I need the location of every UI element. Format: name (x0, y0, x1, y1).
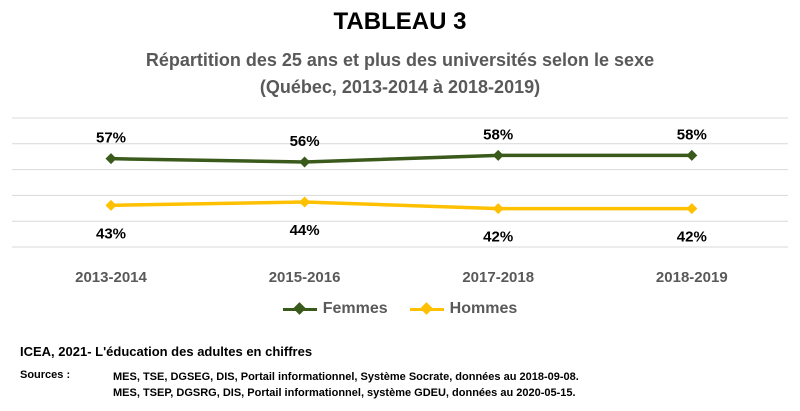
legend-label-femmes: Femmes (322, 300, 388, 317)
data-point-hommes (686, 203, 698, 215)
chart-subtitle-period: (Québec, 2013-2014 à 2018-2019) (259, 77, 541, 97)
source-line: MES, TSEP, DGSRG, DIS, Portail informati… (113, 387, 576, 399)
chart-title: TABLEAU 3 (333, 8, 467, 35)
chart-legend: Femmes Hommes (0, 300, 800, 318)
data-point-femmes (686, 149, 698, 161)
legend-marker-hommes (409, 302, 444, 315)
data-point-femmes (299, 156, 311, 168)
data-label-hommes: 42% (677, 229, 707, 246)
data-point-femmes (105, 153, 117, 165)
legend-marker-femmes (282, 302, 317, 315)
x-tick-label: 2013-2014 (75, 269, 147, 286)
x-tick-label: 2018-2019 (656, 269, 728, 286)
data-point-femmes (492, 149, 504, 161)
series-line-femmes (110, 153, 692, 164)
x-tick-label: 2017-2018 (462, 269, 534, 286)
line-chart: 57% 56% 58% 58% 43% 44% 42% 42% 2013-2014 2015-20… (12, 117, 788, 286)
data-label-femmes: 58% (483, 126, 513, 143)
source-title: ICEA, 2021- L'éducation des adultes en c… (20, 344, 313, 359)
data-label-femmes: 57% (96, 130, 126, 147)
data-label-femmes: 58% (677, 126, 707, 143)
legend-label-hommes: Hommes (449, 300, 518, 317)
source-line: MES, TSE, DGSEG, DIS, Portail informatio… (113, 371, 579, 383)
data-point-hommes (299, 196, 311, 208)
data-label-hommes: 43% (96, 225, 126, 242)
legend-item-femmes[interactable]: Femmes (282, 300, 388, 318)
data-point-hommes (492, 203, 504, 215)
data-label-femmes: 56% (290, 133, 320, 150)
chart-subtitle: Répartition des 25 ans et plus des unive… (145, 50, 655, 70)
data-label-hommes: 42% (483, 229, 513, 246)
x-tick-label: 2015-2016 (269, 269, 341, 286)
legend-item-hommes[interactable]: Hommes (409, 300, 518, 318)
data-point-hommes (105, 199, 117, 211)
sources-label: Sources : (20, 369, 71, 381)
data-label-hommes: 44% (290, 222, 320, 239)
sources-list: MES, TSE, DGSEG, DIS, Portail informatio… (113, 369, 579, 401)
series-line-hommes (110, 200, 692, 211)
